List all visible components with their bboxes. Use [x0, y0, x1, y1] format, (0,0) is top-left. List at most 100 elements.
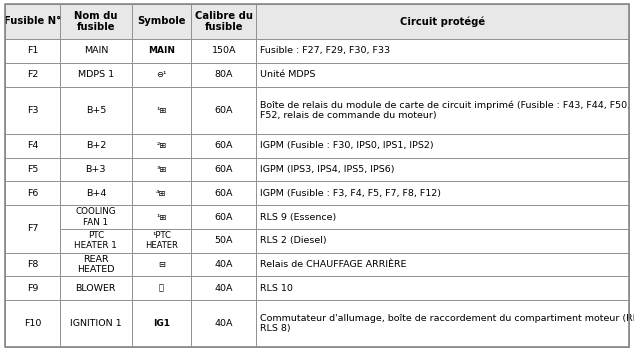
Bar: [191, 276, 257, 300]
Bar: [60, 181, 132, 205]
Bar: [132, 253, 191, 276]
Text: MAIN: MAIN: [148, 46, 175, 55]
Bar: [60, 158, 132, 181]
Bar: [5, 300, 60, 347]
Text: Calibre du
fusible: Calibre du fusible: [195, 11, 253, 32]
Text: 60A: 60A: [214, 212, 233, 221]
Bar: [60, 300, 132, 347]
Bar: [191, 181, 257, 205]
Bar: [5, 39, 60, 63]
Text: B+2: B+2: [86, 141, 106, 150]
Bar: [132, 158, 191, 181]
Bar: [5, 253, 60, 276]
Bar: [132, 39, 191, 63]
Bar: [132, 134, 191, 158]
Text: 40A: 40A: [214, 319, 233, 328]
Text: IGPM (IPS3, IPS4, IPS5, IPS6): IGPM (IPS3, IPS4, IPS5, IPS6): [260, 165, 394, 174]
Text: Boîte de relais du module de carte de circuit imprimé (Fusible : F43, F44, F50, : Boîte de relais du module de carte de ci…: [260, 100, 634, 120]
Text: B+3: B+3: [86, 165, 106, 174]
Bar: [132, 181, 191, 205]
Text: Commutateur d'allumage, boîte de raccordement du compartiment moteur (RLS 3,
RLS: Commutateur d'allumage, boîte de raccord…: [260, 314, 634, 333]
Text: Fusible : F27, F29, F30, F33: Fusible : F27, F29, F30, F33: [260, 46, 390, 55]
Text: 60A: 60A: [214, 189, 233, 198]
Text: Relais de CHAUFFAGE ARRIÈRE: Relais de CHAUFFAGE ARRIÈRE: [260, 260, 406, 269]
Bar: [132, 4, 191, 39]
Bar: [257, 253, 629, 276]
Bar: [191, 205, 257, 229]
Text: MDPS 1: MDPS 1: [78, 70, 114, 79]
Text: 150A: 150A: [212, 46, 236, 55]
Text: 40A: 40A: [214, 260, 233, 269]
Bar: [60, 63, 132, 87]
Bar: [5, 181, 60, 205]
Bar: [191, 4, 257, 39]
Bar: [257, 300, 629, 347]
Bar: [257, 158, 629, 181]
Text: RLS 2 (Diesel): RLS 2 (Diesel): [260, 236, 327, 245]
Bar: [5, 63, 60, 87]
Bar: [257, 4, 629, 39]
Bar: [60, 253, 132, 276]
Text: IGPM (Fusible : F3, F4, F5, F7, F8, F12): IGPM (Fusible : F3, F4, F5, F7, F8, F12): [260, 189, 441, 198]
Text: REAR
HEATED: REAR HEATED: [77, 255, 115, 274]
Text: RLS 10: RLS 10: [260, 284, 292, 293]
Text: RLS 9 (Essence): RLS 9 (Essence): [260, 212, 336, 221]
Bar: [132, 300, 191, 347]
Bar: [132, 87, 191, 134]
Bar: [191, 253, 257, 276]
Text: 50A: 50A: [214, 236, 233, 245]
Text: F6: F6: [27, 189, 38, 198]
Bar: [257, 181, 629, 205]
Bar: [257, 87, 629, 134]
Text: 80A: 80A: [214, 70, 233, 79]
Bar: [191, 300, 257, 347]
Text: Nom du
fusible: Nom du fusible: [74, 11, 117, 32]
Bar: [5, 87, 60, 134]
Text: ³⊞: ³⊞: [156, 165, 167, 174]
Bar: [191, 134, 257, 158]
Bar: [257, 229, 629, 253]
Bar: [60, 134, 132, 158]
Text: ¹PTC
HEATER: ¹PTC HEATER: [145, 231, 178, 250]
Bar: [60, 229, 132, 253]
Text: MAIN: MAIN: [84, 46, 108, 55]
Text: 60A: 60A: [214, 165, 233, 174]
Bar: [132, 205, 191, 229]
Bar: [191, 229, 257, 253]
Text: IGNITION 1: IGNITION 1: [70, 319, 122, 328]
Text: F9: F9: [27, 284, 38, 293]
Bar: [5, 134, 60, 158]
Bar: [132, 276, 191, 300]
Bar: [191, 63, 257, 87]
Text: IG1: IG1: [153, 319, 170, 328]
Bar: [60, 4, 132, 39]
Bar: [60, 205, 132, 229]
Text: B+5: B+5: [86, 106, 106, 115]
Bar: [191, 87, 257, 134]
Text: Circuit protégé: Circuit protégé: [400, 16, 485, 27]
Text: F4: F4: [27, 141, 38, 150]
Text: B+4: B+4: [86, 189, 106, 198]
Text: 60A: 60A: [214, 141, 233, 150]
Bar: [132, 229, 191, 253]
Bar: [191, 39, 257, 63]
Bar: [5, 276, 60, 300]
Bar: [257, 39, 629, 63]
Text: ²⊞: ²⊞: [156, 141, 167, 150]
Bar: [191, 158, 257, 181]
Text: ⁴⊞: ⁴⊞: [156, 189, 167, 198]
Bar: [132, 63, 191, 87]
Bar: [60, 276, 132, 300]
Bar: [5, 4, 60, 39]
Text: ⊟: ⊟: [158, 260, 165, 269]
Text: 40A: 40A: [214, 284, 233, 293]
Text: F2: F2: [27, 70, 38, 79]
Bar: [5, 205, 60, 253]
Bar: [257, 63, 629, 87]
Text: F5: F5: [27, 165, 38, 174]
Bar: [257, 134, 629, 158]
Text: F3: F3: [27, 106, 38, 115]
Text: PTC
HEATER 1: PTC HEATER 1: [74, 231, 117, 250]
Bar: [257, 276, 629, 300]
Text: ¹⊞: ¹⊞: [156, 212, 167, 221]
